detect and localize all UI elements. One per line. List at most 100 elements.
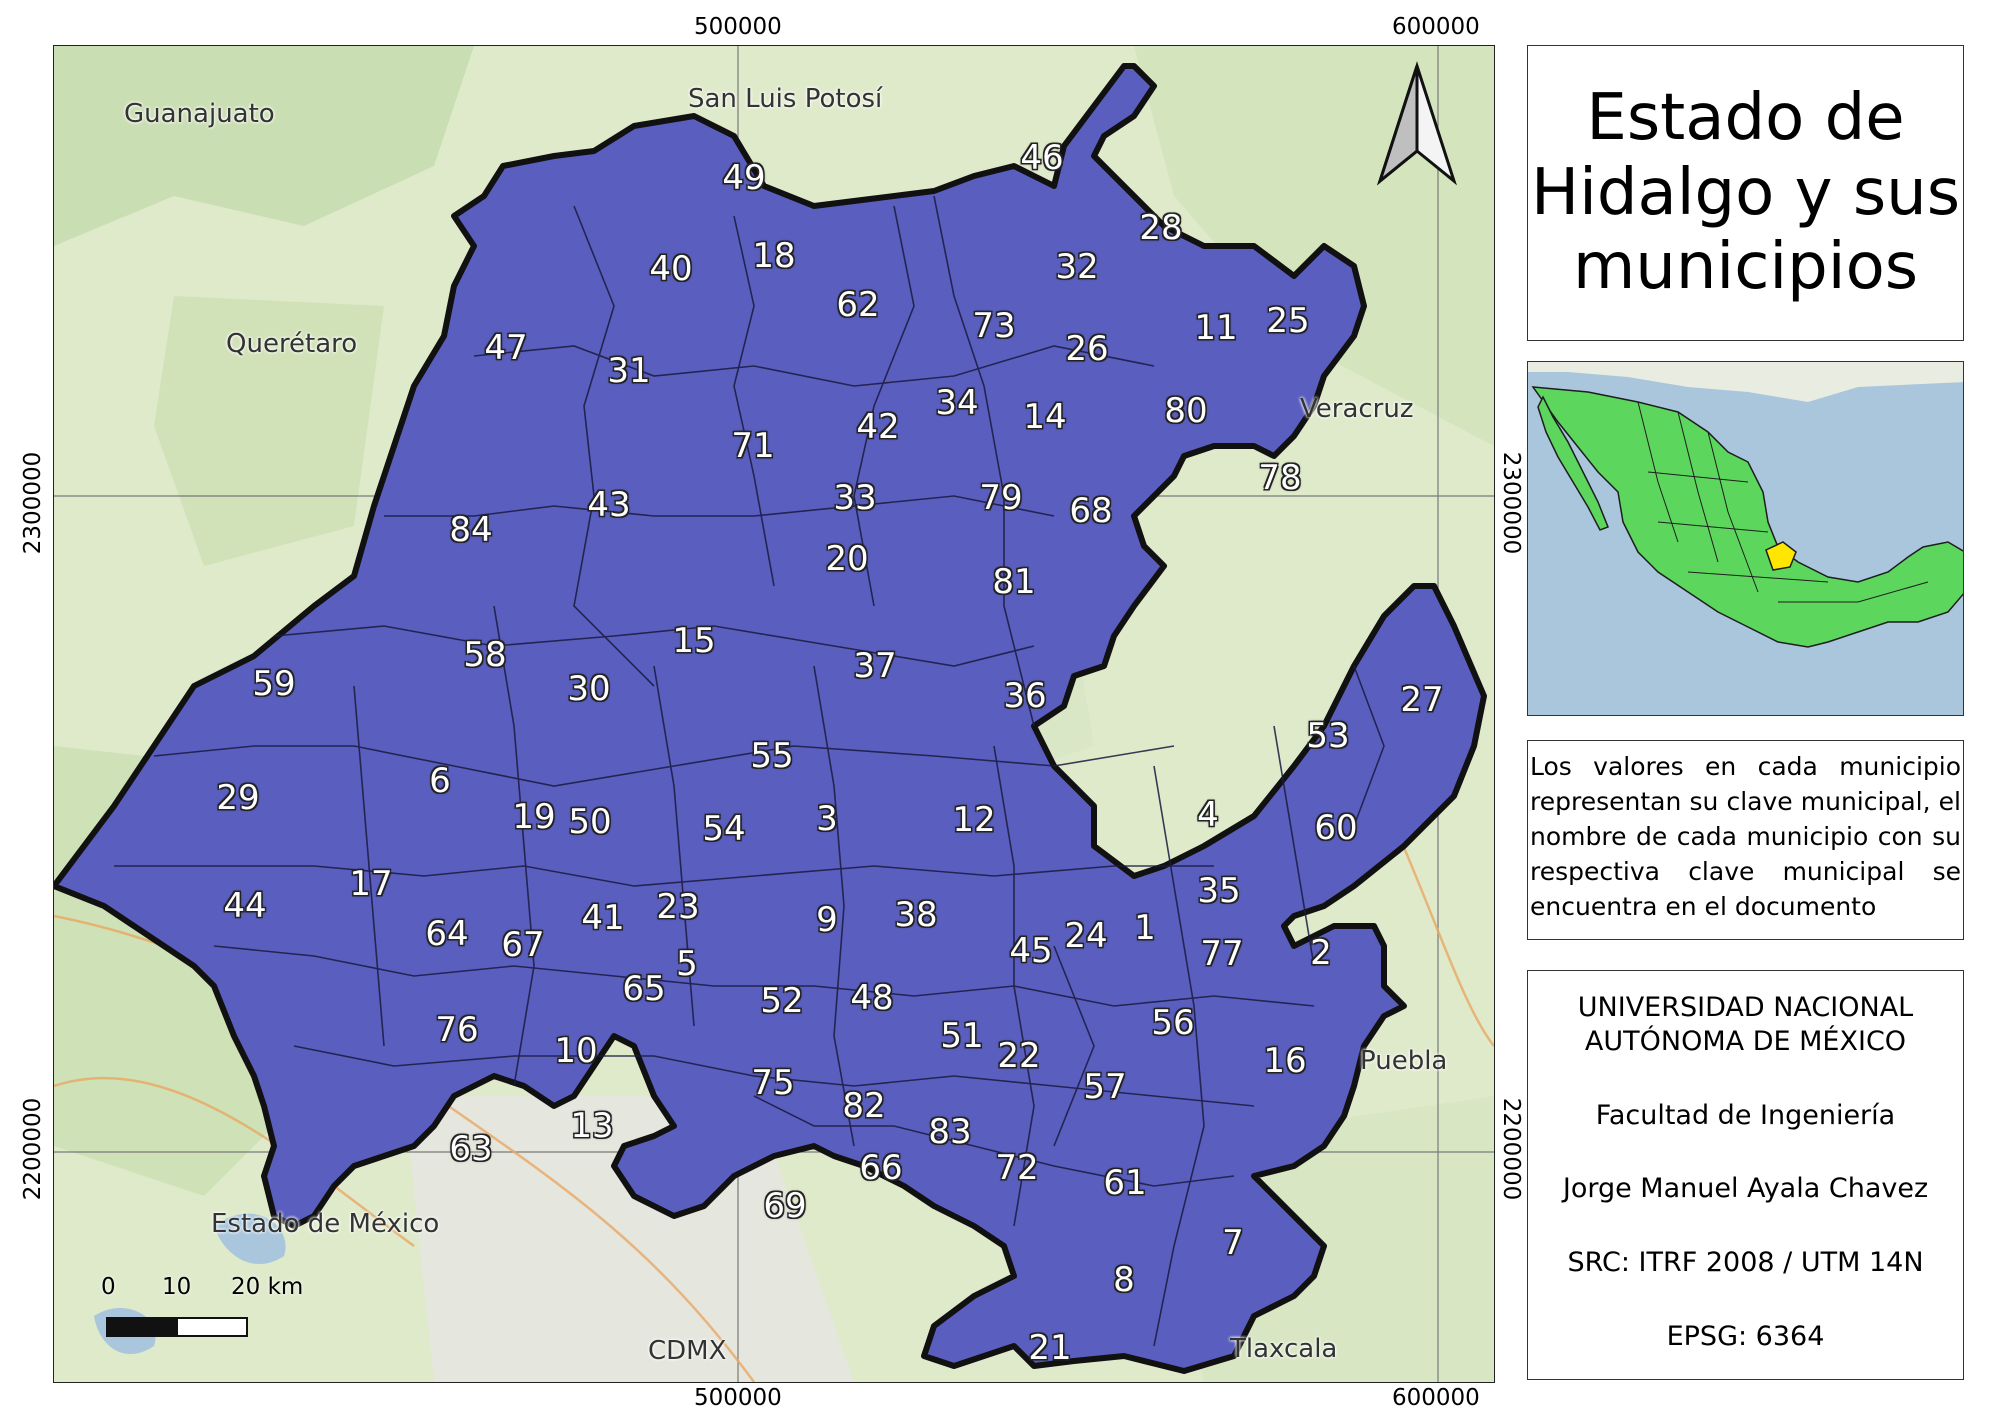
grid-tick-top-600000: 600000 <box>1392 14 1480 40</box>
municipality-label[interactable]: 17 <box>349 864 393 904</box>
municipality-label[interactable]: 11 <box>1194 308 1238 348</box>
municipality-label[interactable]: 83 <box>928 1112 972 1152</box>
municipality-label[interactable]: 35 <box>1197 871 1241 911</box>
map-canvas[interactable]: Guanajuato San Luis Potosí Querétaro Ver… <box>53 45 1495 1383</box>
municipality-label[interactable]: 82 <box>842 1086 886 1126</box>
municipality-label[interactable]: 37 <box>853 646 897 686</box>
crs-info: SRC: ITRF 2008 / UTM 14N <box>1567 1247 1924 1278</box>
municipality-label[interactable]: 65 <box>622 969 666 1009</box>
municipality-label[interactable]: 51 <box>940 1016 984 1056</box>
municipality-label[interactable]: 52 <box>760 981 804 1021</box>
municipality-label[interactable]: 55 <box>750 736 794 776</box>
municipality-label[interactable]: 71 <box>731 426 775 466</box>
municipality-label[interactable]: 61 <box>1103 1163 1147 1203</box>
municipality-label[interactable]: 56 <box>1151 1003 1195 1043</box>
municipality-label[interactable]: 50 <box>568 802 612 842</box>
municipality-label[interactable]: 58 <box>463 635 507 675</box>
municipality-label[interactable]: 64 <box>425 914 469 954</box>
municipality-label[interactable]: 32 <box>1055 247 1099 287</box>
municipality-label[interactable]: 42 <box>856 407 900 447</box>
municipality-label[interactable]: 27 <box>1400 680 1444 720</box>
info-panel: UNIVERSIDAD NACIONAL AUTÓNOMA DE MÉXICO … <box>1527 970 1964 1380</box>
epsg-code: EPSG: 6364 <box>1666 1320 1825 1352</box>
municipality-label[interactable]: 41 <box>581 898 625 938</box>
hidalgo-state-polygon <box>54 63 1487 1374</box>
map-title: Estado de Hidalgo y sus municipios <box>1530 80 1961 305</box>
municipality-label[interactable]: 2 <box>1310 933 1332 973</box>
municipality-label[interactable]: 77 <box>1200 934 1244 974</box>
municipality-label[interactable]: 81 <box>992 562 1036 602</box>
municipality-label[interactable]: 29 <box>216 778 260 818</box>
municipality-label[interactable]: 73 <box>972 306 1016 346</box>
grid-tick-bottom-600000: 600000 <box>1392 1385 1480 1411</box>
municipality-label[interactable]: 49 <box>722 158 766 198</box>
municipality-label[interactable]: 69 <box>763 1186 807 1226</box>
region-label-san-luis-potosi: San Luis Potosí <box>688 84 883 114</box>
municipality-label[interactable]: 9 <box>816 900 838 940</box>
municipality-label[interactable]: 20 <box>825 539 869 579</box>
municipality-label[interactable]: 40 <box>649 249 693 289</box>
municipality-label[interactable]: 15 <box>672 621 716 661</box>
municipality-label[interactable]: 14 <box>1023 397 1067 437</box>
municipality-label[interactable]: 21 <box>1028 1328 1072 1368</box>
municipality-label[interactable]: 60 <box>1314 808 1358 848</box>
municipality-label[interactable]: 33 <box>833 478 877 518</box>
municipality-label[interactable]: 43 <box>587 485 631 525</box>
municipality-label[interactable]: 38 <box>894 895 938 935</box>
grid-tick-top-500000: 500000 <box>694 14 782 40</box>
municipality-label[interactable]: 3 <box>816 799 838 839</box>
municipality-label[interactable]: 54 <box>702 809 746 849</box>
municipality-label[interactable]: 30 <box>567 669 611 709</box>
scale-label-20km: 20 km <box>231 1274 304 1300</box>
municipality-label[interactable]: 1 <box>1134 908 1156 948</box>
note-text: Los valores en cada municipio representa… <box>1530 752 1961 921</box>
municipality-label[interactable]: 22 <box>997 1036 1041 1076</box>
municipality-label[interactable]: 45 <box>1009 931 1053 971</box>
municipality-label[interactable]: 47 <box>484 328 528 368</box>
scale-bar-graphic <box>106 1317 248 1337</box>
municipality-label[interactable]: 10 <box>554 1031 598 1071</box>
municipality-label[interactable]: 19 <box>512 797 556 837</box>
municipality-label[interactable]: 68 <box>1069 491 1113 531</box>
municipality-label[interactable]: 59 <box>252 664 296 704</box>
municipality-label[interactable]: 7 <box>1222 1223 1244 1263</box>
municipality-label[interactable]: 16 <box>1263 1041 1307 1081</box>
author-name: Jorge Manuel Ayala Chavez <box>1562 1173 1929 1205</box>
municipality-label[interactable]: 63 <box>449 1129 493 1169</box>
municipality-label[interactable]: 28 <box>1139 208 1183 248</box>
municipality-label[interactable]: 78 <box>1258 458 1302 498</box>
municipality-label[interactable]: 79 <box>979 478 1023 518</box>
municipality-label[interactable]: 75 <box>751 1063 795 1103</box>
municipality-label[interactable]: 76 <box>435 1010 479 1050</box>
municipality-label[interactable]: 80 <box>1164 391 1208 431</box>
municipality-label[interactable]: 44 <box>223 886 267 926</box>
municipality-label[interactable]: 13 <box>570 1106 614 1146</box>
grid-tick-right-2200000: 2200000 <box>1498 1097 1525 1201</box>
municipality-label[interactable]: 23 <box>656 887 700 927</box>
municipality-label[interactable]: 5 <box>676 944 698 984</box>
municipality-label[interactable]: 57 <box>1083 1067 1127 1107</box>
municipality-label[interactable]: 26 <box>1065 329 1109 369</box>
municipality-label[interactable]: 6 <box>429 761 451 801</box>
municipality-label[interactable]: 66 <box>859 1148 903 1188</box>
municipality-label[interactable]: 72 <box>995 1148 1039 1188</box>
municipality-label[interactable]: 67 <box>501 925 545 965</box>
municipality-label[interactable]: 12 <box>952 800 996 840</box>
faculty-name: Facultad de Ingeniería <box>1595 1099 1896 1131</box>
municipality-label[interactable]: 31 <box>607 351 651 391</box>
municipality-label[interactable]: 4 <box>1197 795 1219 835</box>
municipality-label[interactable]: 53 <box>1306 716 1350 756</box>
municipality-label[interactable]: 46 <box>1020 138 1064 178</box>
municipality-label[interactable]: 84 <box>449 510 493 550</box>
municipality-label[interactable]: 25 <box>1266 301 1310 341</box>
region-label-puebla: Puebla <box>1360 1046 1448 1076</box>
municipality-label[interactable]: 8 <box>1113 1260 1135 1300</box>
grid-tick-bottom-500000: 500000 <box>694 1385 782 1411</box>
municipality-label[interactable]: 18 <box>752 236 796 276</box>
municipality-label[interactable]: 48 <box>850 978 894 1018</box>
inset-locator-map <box>1527 361 1964 716</box>
municipality-label[interactable]: 34 <box>935 383 979 423</box>
municipality-label[interactable]: 62 <box>836 285 880 325</box>
municipality-label[interactable]: 24 <box>1064 916 1108 956</box>
municipality-label[interactable]: 36 <box>1003 676 1047 716</box>
